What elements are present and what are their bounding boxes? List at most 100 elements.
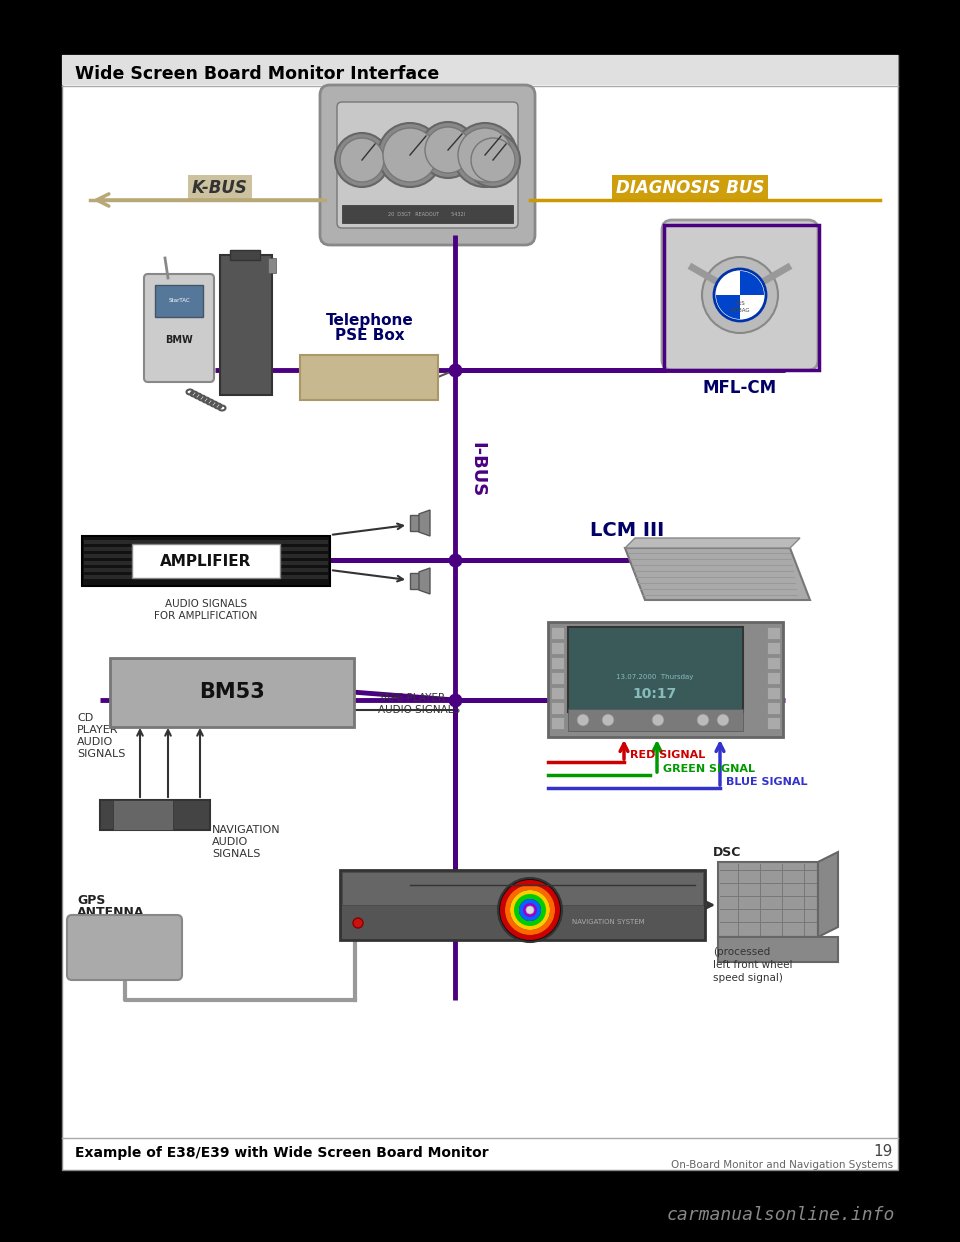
Polygon shape — [419, 510, 430, 537]
Circle shape — [425, 127, 471, 173]
Circle shape — [471, 138, 515, 183]
Bar — [342, 872, 703, 905]
Bar — [410, 515, 419, 530]
Bar — [342, 205, 513, 224]
Bar — [718, 862, 818, 936]
Wedge shape — [510, 891, 550, 930]
Polygon shape — [419, 568, 430, 594]
Bar — [100, 800, 210, 830]
Bar — [268, 258, 276, 273]
Polygon shape — [625, 538, 800, 548]
Circle shape — [577, 714, 589, 727]
Bar — [84, 546, 328, 551]
Text: TAPE PLAYER: TAPE PLAYER — [378, 693, 445, 703]
Bar — [132, 544, 280, 578]
Bar — [551, 702, 564, 714]
Bar — [113, 800, 173, 830]
Wedge shape — [500, 881, 560, 940]
Text: AMPLIFIER: AMPLIFIER — [160, 554, 252, 569]
Wedge shape — [514, 894, 546, 927]
Bar — [410, 574, 419, 589]
Text: NAVIGATION SYSTEM: NAVIGATION SYSTEM — [572, 919, 645, 925]
Text: AUDIO SIGNALS: AUDIO SIGNALS — [165, 599, 247, 609]
Text: 19: 19 — [874, 1144, 893, 1160]
Bar — [767, 627, 780, 638]
Text: 20  D3GT   READOUT        5432I: 20 D3GT READOUT 5432I — [389, 212, 466, 217]
Bar — [62, 55, 898, 1170]
Bar — [230, 250, 260, 260]
Bar — [551, 717, 564, 729]
Text: AUDIO: AUDIO — [77, 737, 113, 746]
FancyBboxPatch shape — [662, 220, 818, 370]
Bar — [84, 575, 328, 579]
Circle shape — [652, 714, 664, 727]
Bar — [340, 869, 705, 940]
Bar — [767, 702, 780, 714]
Text: RED SIGNAL: RED SIGNAL — [630, 750, 706, 760]
Polygon shape — [818, 852, 838, 936]
Circle shape — [335, 133, 389, 188]
Wedge shape — [505, 886, 555, 935]
Text: SIGNALS: SIGNALS — [212, 850, 260, 859]
Bar — [767, 672, 780, 684]
Circle shape — [714, 270, 766, 320]
Text: StarTAC: StarTAC — [168, 298, 190, 303]
FancyBboxPatch shape — [337, 102, 518, 229]
Text: PLAYER: PLAYER — [77, 725, 118, 735]
Bar — [300, 355, 438, 400]
Bar — [84, 540, 328, 544]
Bar — [551, 687, 564, 699]
Text: BMW: BMW — [165, 335, 193, 345]
Text: speed signal): speed signal) — [713, 972, 782, 982]
Circle shape — [697, 714, 709, 727]
Text: BM53: BM53 — [199, 682, 265, 702]
Circle shape — [340, 138, 384, 183]
Text: left front wheel: left front wheel — [713, 960, 793, 970]
Circle shape — [353, 918, 363, 928]
Text: I-BUS: I-BUS — [468, 442, 486, 498]
Bar — [718, 936, 838, 963]
Circle shape — [717, 714, 729, 727]
Text: LCM: LCM — [384, 915, 406, 925]
Text: LCM III: LCM III — [590, 520, 664, 539]
Text: LCM: LCM — [509, 915, 531, 925]
Bar — [548, 622, 783, 737]
Text: (processed: (processed — [713, 946, 770, 958]
Wedge shape — [716, 296, 740, 319]
Text: PSE Box: PSE Box — [335, 328, 405, 343]
Circle shape — [498, 878, 562, 941]
Circle shape — [526, 905, 534, 914]
FancyBboxPatch shape — [67, 915, 182, 980]
Text: SIGNALS: SIGNALS — [77, 749, 126, 759]
Bar — [84, 554, 328, 558]
Bar — [551, 642, 564, 655]
Bar — [220, 255, 272, 395]
Bar — [664, 225, 819, 370]
Text: GREEN SIGNAL: GREEN SIGNAL — [663, 764, 755, 774]
Text: AUDIO: AUDIO — [212, 837, 249, 847]
Text: CD: CD — [77, 713, 93, 723]
Bar — [82, 537, 330, 586]
Circle shape — [458, 128, 512, 183]
Bar — [568, 627, 743, 712]
Bar — [568, 709, 743, 732]
Text: Telephone: Telephone — [326, 313, 414, 328]
Text: MFL-CM: MFL-CM — [703, 379, 777, 397]
Bar — [84, 561, 328, 565]
Bar — [551, 657, 564, 669]
Circle shape — [466, 133, 520, 188]
Circle shape — [383, 128, 437, 183]
Text: carmanualsonline.info: carmanualsonline.info — [666, 1206, 895, 1225]
Text: REVERSE: REVERSE — [372, 903, 419, 913]
Bar — [767, 717, 780, 729]
Text: ANTENNA: ANTENNA — [77, 907, 145, 919]
Bar — [767, 642, 780, 655]
Text: FOR AMPLIFICATION: FOR AMPLIFICATION — [155, 611, 257, 621]
Wedge shape — [740, 271, 764, 296]
Text: Wide Screen Board Monitor Interface: Wide Screen Board Monitor Interface — [75, 65, 440, 83]
Circle shape — [378, 123, 442, 188]
Text: BLUE SIGNAL: BLUE SIGNAL — [726, 777, 807, 787]
Bar — [551, 672, 564, 684]
Text: SIGNAL FROM: SIGNAL FROM — [484, 903, 556, 913]
Text: Example of E38/E39 with Wide Screen Board Monitor: Example of E38/E39 with Wide Screen Boar… — [75, 1146, 489, 1160]
